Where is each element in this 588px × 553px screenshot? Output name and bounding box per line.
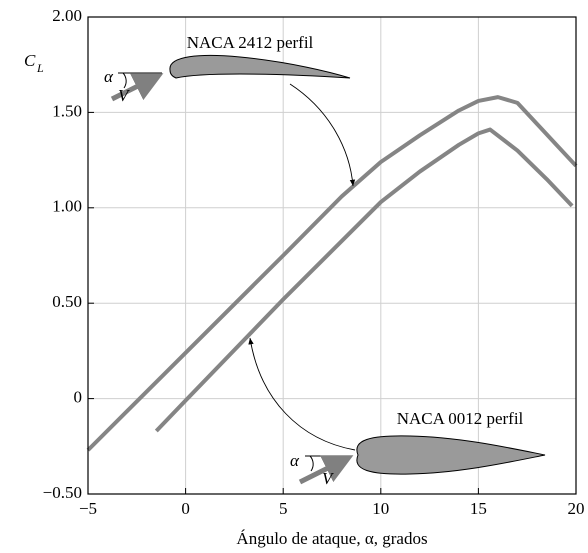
annotation: α <box>104 67 114 86</box>
angle-arc <box>309 455 314 472</box>
x-tick-label: 10 <box>372 499 389 518</box>
airfoil-0012 <box>356 435 546 475</box>
y-tick-label: −0.50 <box>43 483 82 502</box>
y-tick-label: 0 <box>74 388 83 407</box>
y-tick-label: 0.50 <box>52 292 82 311</box>
x-tick-label: 15 <box>470 499 487 518</box>
annotation: NACA 0012 perfil <box>397 409 524 428</box>
x-axis-label: Ángulo de ataque, α, grados <box>236 529 427 548</box>
y-tick-label: 1.50 <box>52 101 82 120</box>
pointer-arrow <box>289 83 356 187</box>
x-tick-label: 0 <box>181 499 190 518</box>
velocity-arrow <box>298 455 354 485</box>
x-tick-label: 20 <box>568 499 585 518</box>
y-axis-label: C <box>24 51 36 70</box>
curves <box>86 95 578 452</box>
y-tick-label: 2.00 <box>52 6 82 25</box>
velocity-arrow <box>110 73 164 102</box>
pointer-arrow <box>248 337 356 451</box>
x-tick-label: −5 <box>79 499 97 518</box>
y-tick-label: 1.00 <box>52 197 82 216</box>
data-line <box>86 95 578 452</box>
annotation: NACA 2412 perfil <box>187 33 314 52</box>
data-line <box>154 127 574 433</box>
x-tick-label: 5 <box>279 499 288 518</box>
annotation: α <box>290 451 300 470</box>
plot-frame <box>87 16 577 495</box>
annotation: V <box>118 86 131 105</box>
airfoil-2412 <box>169 54 351 79</box>
annotation: V <box>322 469 335 488</box>
angle-arc <box>122 72 127 89</box>
y-axis-label-sub: L <box>36 61 44 75</box>
